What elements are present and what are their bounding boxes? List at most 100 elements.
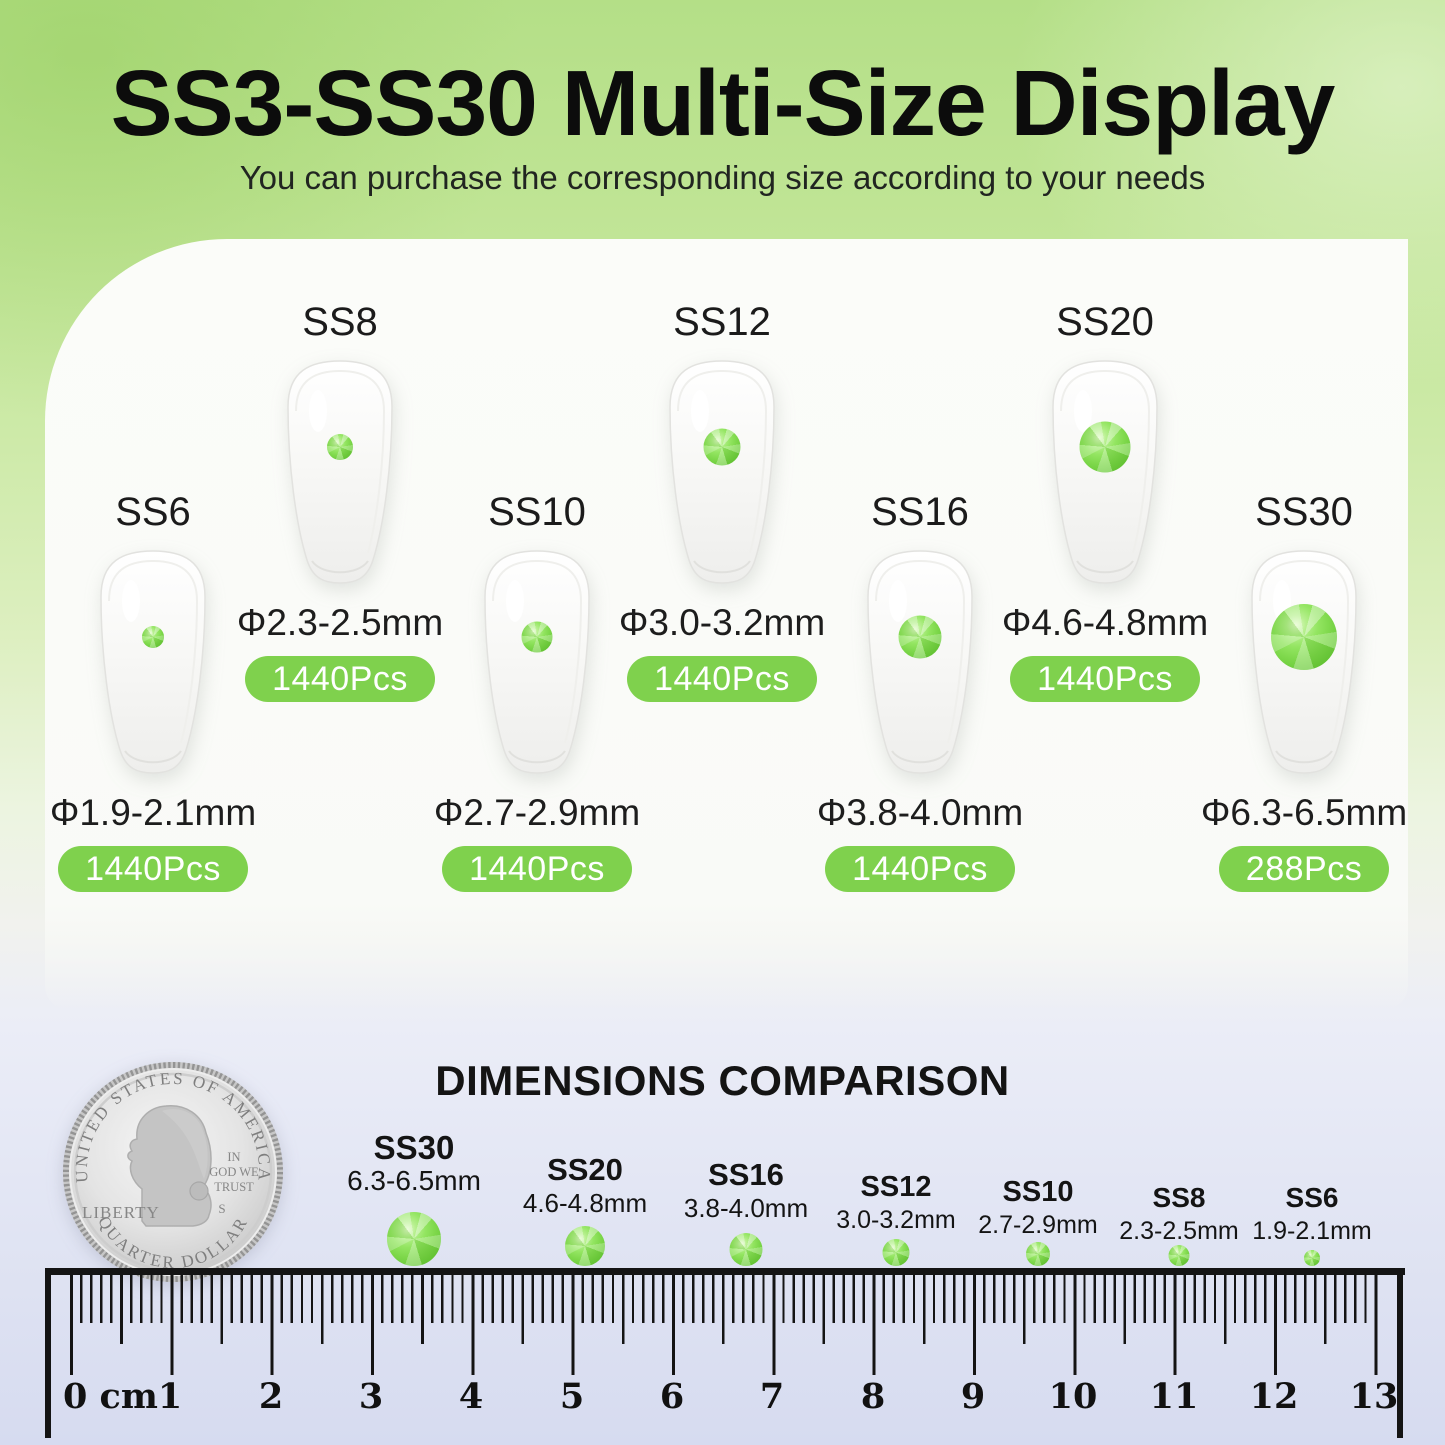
nail-highlight: [1074, 390, 1092, 432]
ruler-number: 0 cm: [63, 1376, 158, 1417]
nail-sample-ss30: SS30 Φ6.3-6.5mm 288Pcs: [1184, 490, 1424, 892]
rhinestone-gem: [1079, 421, 1131, 473]
comparison-item-ss30: SS30 6.3-6.5mm: [314, 1130, 514, 1266]
comparison-item-ss12: SS12 3.0-3.2mm: [796, 1169, 996, 1266]
comparison-size-mm: 3.0-3.2mm: [836, 1206, 956, 1234]
nail-highlight: [122, 580, 140, 622]
diameter-label: Φ2.3-2.5mm: [236, 602, 444, 643]
comparison-item-ss6: SS6 1.9-2.1mm: [1212, 1180, 1412, 1266]
nail-image: [856, 545, 984, 777]
rhinestone-gem: [327, 434, 353, 460]
nail-sample-ss12: SS12 Φ3.0-3.2mm 1440Pcs: [602, 300, 842, 702]
comparison-size-mm: 2.3-2.5mm: [1119, 1217, 1239, 1245]
ruler-number: 5: [559, 1376, 585, 1417]
ruler-top-edge: [45, 1268, 1405, 1275]
ruler-number: 12: [1249, 1376, 1299, 1417]
comparison-size-mm: 3.8-4.0mm: [683, 1193, 809, 1223]
rhinestone-dot: [1304, 1250, 1320, 1266]
nail-highlight: [506, 580, 524, 622]
nail-image: [89, 545, 217, 777]
comparison-size-code: SS12: [860, 1171, 932, 1203]
ruler-number: 3: [358, 1376, 384, 1417]
coin-liberty: LIBERTY: [82, 1203, 160, 1222]
nail-image: [473, 545, 601, 777]
rhinestone-dot: [729, 1233, 763, 1266]
size-code-label: SS8: [302, 300, 378, 344]
comparison-size-mm: 4.6-4.8mm: [522, 1188, 648, 1218]
quarter-coin: UNITED STATES OF AMERICA QUARTER DOLLAR …: [63, 1062, 283, 1282]
nail-image: [276, 355, 404, 587]
comparison-size-code: SS10: [1002, 1176, 1074, 1208]
ruler-number: 7: [759, 1376, 785, 1417]
nail-tip-shape: [484, 550, 590, 774]
nail-sample-ss6: SS6 Φ1.9-2.1mm 1440Pcs: [33, 490, 273, 892]
ruler-right-edge: [1397, 1268, 1403, 1438]
nail-sample-ss20: SS20 Φ4.6-4.8mm 1440Pcs: [985, 300, 1225, 702]
nail-sample-ss16: SS16 Φ3.8-4.0mm 1440Pcs: [800, 490, 1040, 892]
ruler-number: 1: [157, 1376, 183, 1417]
comparison-size-mm: 2.7-2.9mm: [978, 1211, 1098, 1239]
rhinestone-dot: [387, 1212, 441, 1266]
size-code-label: SS30: [1255, 490, 1353, 534]
cm-ruler: 0 cm 1 2 3 4 5 6 7 8 9 10 11 12 13: [45, 1268, 1405, 1440]
rhinestone-gem: [142, 626, 164, 648]
nail-tip-shape: [669, 360, 775, 584]
coin-reeding: [63, 1062, 283, 1282]
size-code-label: SS20: [1056, 300, 1154, 344]
count-badge: 1440Pcs: [627, 656, 817, 702]
count-badge: 1440Pcs: [442, 846, 632, 892]
comparison-size-mm: 6.3-6.5mm: [347, 1165, 481, 1196]
rhinestone-gem: [521, 621, 553, 653]
rhinestone-dot: [882, 1239, 910, 1266]
ruler-number: 6: [659, 1376, 685, 1417]
diameter-label: Φ2.7-2.9mm: [433, 792, 641, 833]
rhinestone-dot: [565, 1226, 605, 1266]
ruler-number: 10: [1048, 1376, 1098, 1417]
comparison-size-code: SS6: [1285, 1182, 1339, 1213]
count-badge: 1440Pcs: [245, 656, 435, 702]
comparison-size-mm: 1.9-2.1mm: [1252, 1217, 1372, 1245]
rhinestone-dot: [1026, 1242, 1050, 1266]
ruler-number: 4: [458, 1376, 484, 1417]
size-code-label: SS6: [115, 490, 191, 534]
comparison-item-ss8: SS8 2.3-2.5mm: [1079, 1180, 1279, 1266]
nail-highlight: [889, 580, 907, 622]
comparison-item-ss20: SS20 4.6-4.8mm: [485, 1152, 685, 1266]
ruler-number: 8: [860, 1376, 886, 1417]
nail-tip-shape: [287, 360, 393, 584]
ruler-left-edge: [45, 1268, 51, 1438]
nail-image: [1240, 545, 1368, 777]
comparison-size-code: SS30: [373, 1129, 455, 1166]
comparison-item-ss16: SS16 3.8-4.0mm: [646, 1157, 846, 1266]
nail-image: [1041, 355, 1169, 587]
ruler-ticks: [45, 1275, 1405, 1377]
ruler-number: 13: [1349, 1376, 1399, 1417]
comparison-item-ss10: SS10 2.7-2.9mm: [938, 1174, 1138, 1266]
coin-mint-mark: S: [218, 1201, 225, 1216]
comparison-size-code: SS8: [1152, 1182, 1206, 1213]
count-badge: 288Pcs: [1218, 846, 1390, 892]
nail-tip-shape: [100, 550, 206, 774]
rhinestone-gem: [898, 615, 942, 659]
nail-highlight: [309, 390, 327, 432]
diameter-label: Φ4.6-4.8mm: [1001, 602, 1209, 643]
ruler-number: 11: [1149, 1376, 1199, 1417]
page-title: SS3-SS30 Multi-Size Display: [110, 51, 1336, 155]
nail-highlight: [691, 390, 709, 432]
coin-motto-2: GOD WE: [209, 1165, 259, 1179]
count-badge: 1440Pcs: [825, 846, 1015, 892]
diameter-label: Φ3.0-3.2mm: [618, 602, 826, 643]
diameter-label: Φ6.3-6.5mm: [1200, 792, 1408, 833]
diameter-label: Φ1.9-2.1mm: [49, 792, 257, 833]
comparison-title: DIMENSIONS COMPARISON: [435, 1057, 1010, 1104]
count-badge: 1440Pcs: [58, 846, 248, 892]
nail-tip-shape: [867, 550, 973, 774]
rhinestone-dot: [1168, 1245, 1190, 1266]
size-code-label: SS16: [871, 490, 969, 534]
rhinestone-gem: [703, 428, 741, 466]
ruler-number: 9: [960, 1376, 986, 1417]
comparison-size-code: SS20: [547, 1152, 623, 1187]
nail-sample-ss8: SS8 Φ2.3-2.5mm 1440Pcs: [220, 300, 460, 702]
coin-motto-3: TRUST: [214, 1180, 254, 1194]
